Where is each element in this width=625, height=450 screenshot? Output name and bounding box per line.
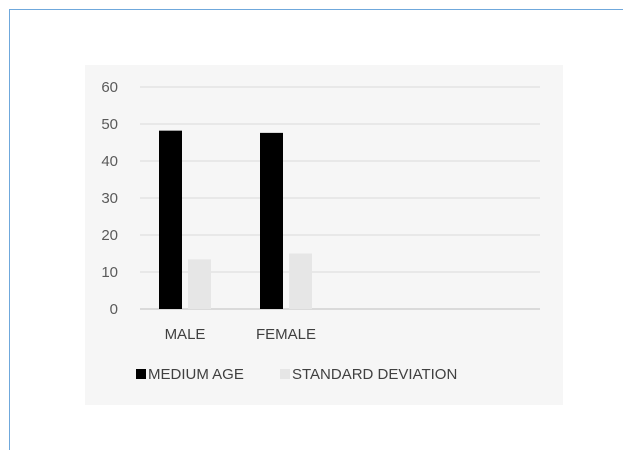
y-tick-label: 20 [101, 227, 118, 244]
bars [159, 130, 312, 309]
gridlines [140, 86, 540, 310]
y-axis-ticks: 0 10 20 30 40 50 60 [101, 79, 118, 318]
y-tick-label: 10 [101, 264, 118, 281]
legend-label: STANDARD DEVIATION [292, 366, 457, 383]
bar-male-medium-age [159, 130, 182, 309]
x-axis-categories: MALE FEMALE [165, 326, 316, 343]
y-tick-label: 30 [101, 190, 118, 207]
x-category-label: FEMALE [256, 326, 316, 343]
y-tick-label: 40 [101, 153, 118, 170]
legend-swatch [280, 369, 290, 379]
x-category-label: MALE [165, 326, 206, 343]
y-tick-label: 0 [110, 301, 118, 318]
bar-female-standard-deviation [289, 253, 312, 309]
bar-female-medium-age [260, 132, 283, 309]
bar-male-standard-deviation [188, 259, 211, 309]
y-tick-label: 50 [101, 116, 118, 133]
legend-swatch [136, 369, 146, 379]
legend: MEDIUM AGE STANDARD DEVIATION [136, 366, 457, 383]
figure-frame [9, 9, 623, 450]
y-tick-label: 60 [101, 79, 118, 96]
legend-label: MEDIUM AGE [148, 366, 244, 383]
